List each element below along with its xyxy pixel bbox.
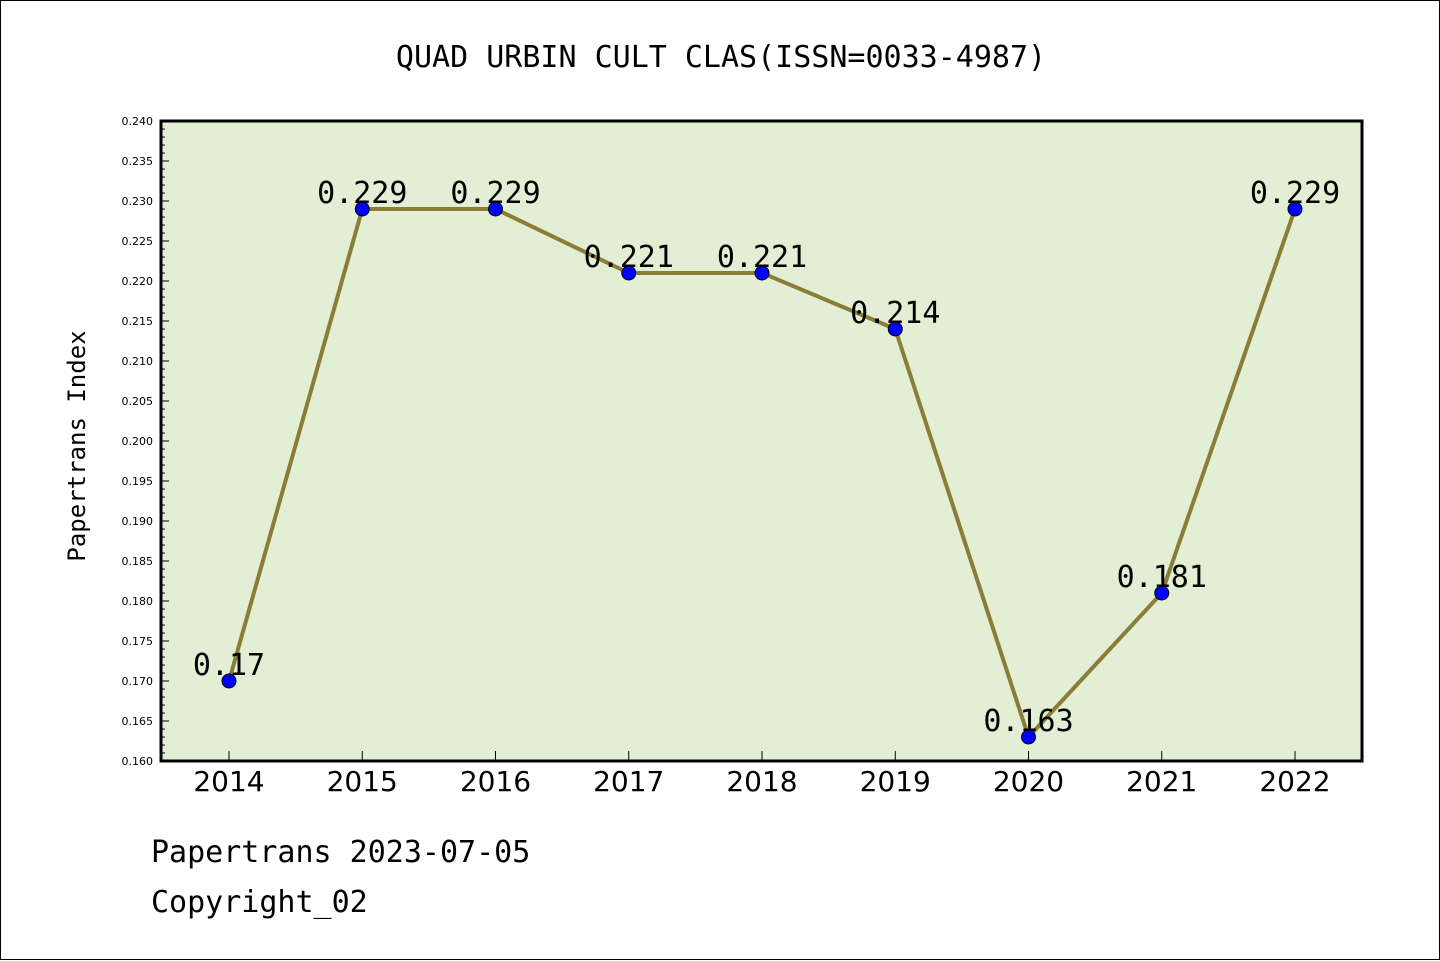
data-point [1287, 201, 1303, 217]
data-label: 0.229 [1250, 176, 1340, 211]
y-tick-label: 0.170 [122, 675, 154, 688]
data-label: 0.181 [1117, 560, 1207, 595]
data-label: 0.214 [850, 296, 940, 331]
series-papertrans-index: 0.17 0.229 0.229 0.221 0.221 0.214 0.163 0.181 0… [193, 176, 1340, 745]
y-tick-label: 0.240 [122, 115, 154, 128]
data-point [354, 201, 370, 217]
data-point [754, 265, 770, 281]
data-point [621, 265, 637, 281]
chart-title: QUAD URBIN CULT CLAS(ISSN=0033-4987) [396, 40, 1046, 75]
data-point [221, 673, 237, 689]
x-tick-label: 2021 [1126, 765, 1197, 798]
y-tick-label: 0.200 [122, 435, 154, 448]
y-tick-label: 0.235 [122, 155, 154, 168]
x-tick-label: 2019 [860, 765, 931, 798]
x-tick-label: 2022 [1259, 765, 1330, 798]
y-tick-label: 0.220 [122, 275, 154, 288]
y-tick-label: 0.185 [122, 555, 154, 568]
x-tick-label: 2018 [726, 765, 797, 798]
source-date-text: Papertrans 2023-07-05 [151, 835, 531, 870]
x-tick-label: 2014 [193, 765, 264, 798]
data-label: 0.221 [717, 240, 807, 275]
y-tick-label: 0.165 [122, 715, 154, 728]
y-axis: 0.160 0.165 0.170 0.175 0.180 0.185 0.190 0.195… [122, 115, 169, 768]
data-point [488, 201, 503, 217]
y-tick-label: 0.230 [122, 195, 154, 208]
data-point [1021, 729, 1036, 745]
y-axis-label: Papertrans Index [63, 330, 91, 561]
x-tick-label: 2016 [460, 765, 531, 798]
data-label: 0.163 [983, 704, 1073, 739]
data-point [887, 321, 903, 337]
plot-area [161, 121, 1362, 761]
y-tick-label: 0.175 [122, 635, 154, 648]
data-label: 0.229 [450, 176, 540, 211]
data-point [1154, 585, 1170, 601]
y-tick-label: 0.210 [122, 355, 154, 368]
x-tick-label: 2017 [593, 765, 664, 798]
y-tick-label: 0.180 [122, 595, 154, 608]
x-axis: 2014 2015 2016 2017 2018 2019 2020 2021 2022 [193, 751, 1331, 798]
data-label: 0.17 [193, 648, 265, 683]
y-tick-label: 0.195 [122, 475, 154, 488]
y-tick-label: 0.215 [122, 315, 154, 328]
y-tick-label: 0.160 [122, 755, 154, 768]
plot-border [159, 119, 1364, 763]
data-label: 0.229 [317, 176, 407, 211]
y-tick-label: 0.205 [122, 395, 154, 408]
x-tick-label: 2020 [993, 765, 1064, 798]
y-tick-label: 0.225 [122, 235, 154, 248]
data-label: 0.221 [584, 240, 674, 275]
copyright-text: Copyright_02 [151, 885, 368, 920]
y-tick-label: 0.190 [122, 515, 154, 528]
x-tick-label: 2015 [327, 765, 398, 798]
